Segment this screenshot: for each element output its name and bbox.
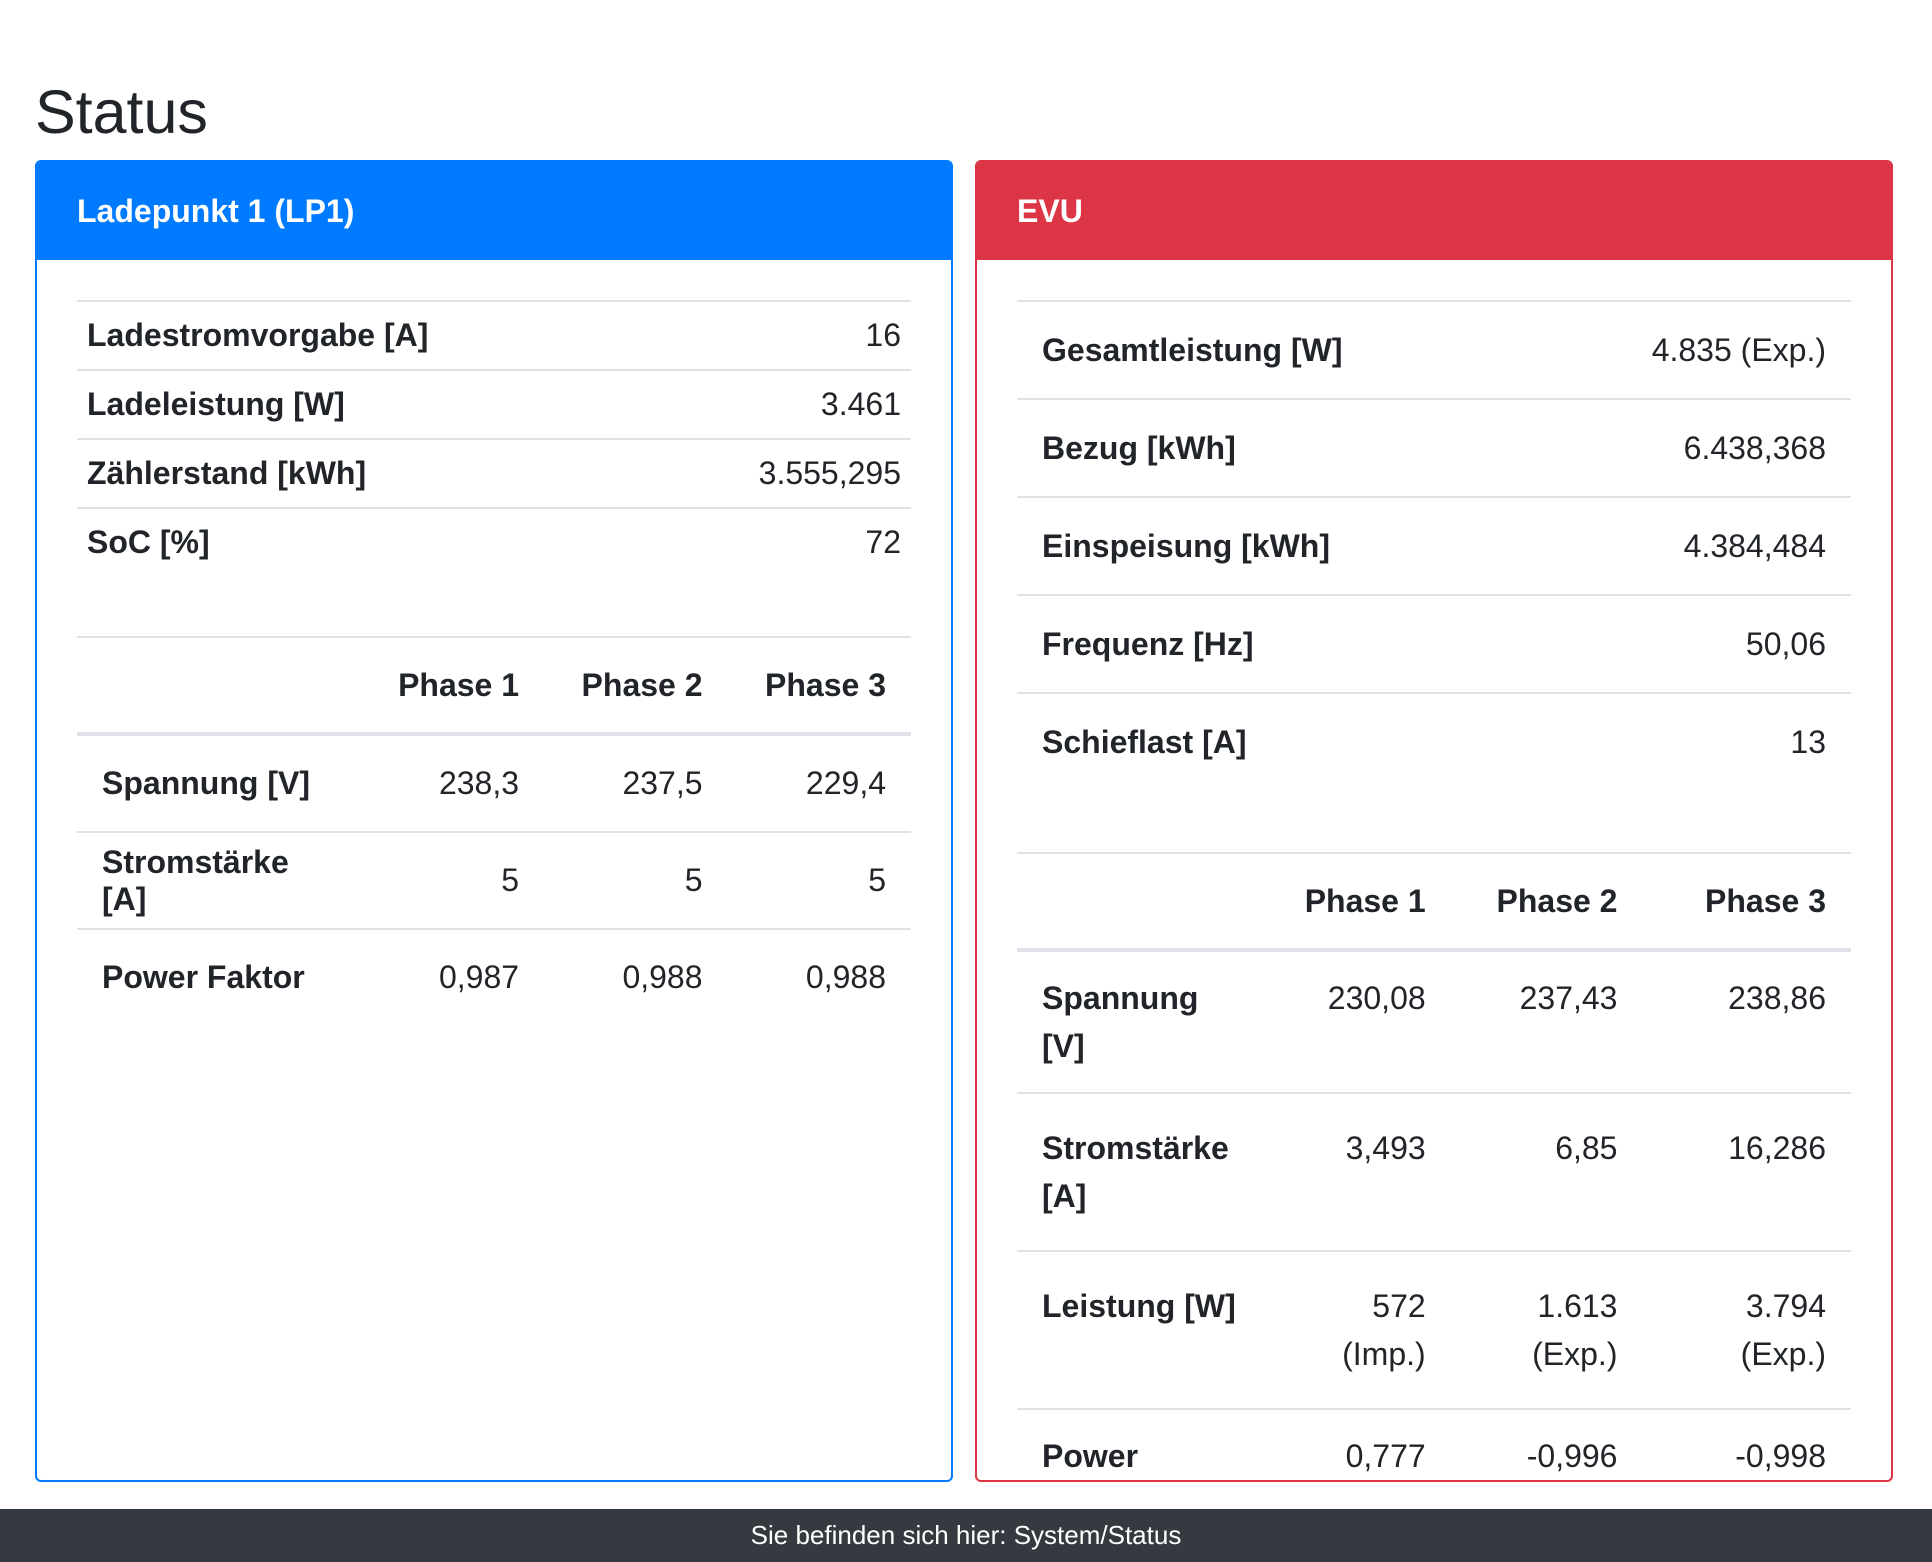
table-row: Stromstärke [A] 3,493 6,85 16,286 — [1017, 1092, 1851, 1251]
ladepunkt-card-header: Ladepunkt 1 (LP1) — [37, 162, 951, 260]
table-row: Frequenz [Hz] 50,06 — [1017, 594, 1851, 693]
summary-value: 16 — [652, 300, 911, 370]
summary-value: 6.438,368 — [1525, 398, 1851, 497]
summary-value: 4.384,484 — [1525, 496, 1851, 595]
summary-label: Einspeisung [kWh] — [1017, 496, 1526, 595]
table-row: Gesamtleistung [W] 4.835 (Exp.) — [1017, 300, 1851, 399]
column-header: Phase 2 — [1450, 852, 1643, 952]
table-row: Power Faktor 0,777 -0,996 -0,998 — [1017, 1408, 1851, 1480]
table-cell: 3,493 — [1267, 1092, 1451, 1251]
summary-label: Ladeleistung [W] — [77, 369, 653, 439]
summary-label: Gesamtleistung [W] — [1017, 300, 1526, 399]
summary-value: 50,06 — [1525, 594, 1851, 693]
table-cell: 6,85 — [1450, 1092, 1643, 1251]
table-row: SoC [%] 72 — [77, 507, 911, 576]
summary-label: Bezug [kWh] — [1017, 398, 1526, 497]
table-cell: 5 — [727, 831, 911, 929]
summary-value: 72 — [652, 507, 911, 576]
table-cell: 0,988 — [544, 928, 728, 1025]
evu-card-header: EVU — [977, 162, 1891, 260]
column-header — [77, 636, 361, 736]
table-row: Ladestromvorgabe [A] 16 — [77, 300, 911, 370]
evu-card: EVU Gesamtleistung [W] 4.835 (Exp.) Bezu… — [975, 160, 1893, 1482]
table-row: Einspeisung [kWh] 4.384,484 — [1017, 496, 1851, 595]
table-cell: 229,4 — [727, 733, 911, 832]
footer-breadcrumb: Sie befinden sich hier: System/Status — [0, 1509, 1932, 1562]
row-label: Power Faktor — [1017, 1408, 1268, 1480]
ladepunkt-summary-table: Ladestromvorgabe [A] 16 Ladeleistung [W]… — [77, 300, 911, 576]
ladepunkt-phase-table: Phase 1 Phase 2 Phase 3 Spannung [V] 238… — [77, 636, 911, 1025]
table-cell: 3.794 (Exp.) — [1642, 1250, 1851, 1409]
table-cell: 0,777 — [1267, 1408, 1451, 1480]
table-cell: 0,987 — [360, 928, 545, 1025]
table-cell: 238,3 — [360, 733, 545, 832]
table-row: Spannung [V] 238,3 237,5 229,4 — [77, 733, 911, 832]
column-header: Phase 2 — [544, 636, 728, 736]
row-label: Leistung [W] — [1017, 1250, 1268, 1409]
table-cell: 237,5 — [544, 733, 728, 832]
table-row: Schieflast [A] 13 — [1017, 692, 1851, 790]
column-header: Phase 3 — [727, 636, 911, 736]
table-row: Ladeleistung [W] 3.461 — [77, 369, 911, 439]
column-header — [1017, 852, 1268, 952]
evu-summary-table: Gesamtleistung [W] 4.835 (Exp.) Bezug [k… — [1017, 300, 1851, 790]
ladepunkt-card-body: Ladestromvorgabe [A] 16 Ladeleistung [W]… — [77, 300, 911, 1025]
summary-label: Frequenz [Hz] — [1017, 594, 1526, 693]
table-cell: -0,996 — [1450, 1408, 1643, 1480]
column-header: Phase 1 — [360, 636, 545, 736]
row-label: Stromstärke [A] — [1017, 1092, 1268, 1251]
ladepunkt-card: Ladepunkt 1 (LP1) Ladestromvorgabe [A] 1… — [35, 160, 953, 1482]
column-header: Phase 1 — [1267, 852, 1451, 952]
table-header-row: Phase 1 Phase 2 Phase 3 — [77, 636, 911, 736]
table-row: Leistung [W] 572 (Imp.) 1.613 (Exp.) 3.7… — [1017, 1250, 1851, 1409]
table-row: Power Faktor 0,987 0,988 0,988 — [77, 928, 911, 1025]
summary-value: 3.461 — [652, 369, 911, 439]
table-row: Spannung [V] 230,08 237,43 238,86 — [1017, 949, 1851, 1093]
row-label: Spannung [V] — [1017, 949, 1268, 1093]
evu-phase-table: Phase 1 Phase 2 Phase 3 Spannung [V] 230… — [1017, 852, 1851, 1480]
table-cell: 5 — [544, 831, 728, 929]
table-cell: 0,988 — [727, 928, 911, 1025]
evu-card-body: Gesamtleistung [W] 4.835 (Exp.) Bezug [k… — [1017, 300, 1851, 1480]
table-row: Stromstärke [A] 5 5 5 — [77, 831, 911, 929]
table-header-row: Phase 1 Phase 2 Phase 3 — [1017, 852, 1851, 952]
row-label: Power Faktor — [77, 928, 361, 1025]
row-label: Stromstärke [A] — [77, 831, 361, 929]
column-header: Phase 3 — [1642, 852, 1851, 952]
summary-label: Zählerstand [kWh] — [77, 438, 653, 508]
table-cell: 238,86 — [1642, 949, 1851, 1093]
table-row: Bezug [kWh] 6.438,368 — [1017, 398, 1851, 497]
row-label: Spannung [V] — [77, 733, 361, 832]
table-cell: 16,286 — [1642, 1092, 1851, 1251]
table-cell: -0,998 — [1642, 1408, 1851, 1480]
table-cell: 1.613 (Exp.) — [1450, 1250, 1643, 1409]
table-cell: 572 (Imp.) — [1267, 1250, 1451, 1409]
summary-value: 3.555,295 — [652, 438, 911, 508]
table-row: Zählerstand [kWh] 3.555,295 — [77, 438, 911, 508]
summary-label: SoC [%] — [77, 507, 653, 576]
table-cell: 237,43 — [1450, 949, 1643, 1093]
summary-value: 13 — [1525, 692, 1851, 790]
summary-value: 4.835 (Exp.) — [1525, 300, 1851, 399]
summary-label: Schieflast [A] — [1017, 692, 1526, 790]
table-cell: 230,08 — [1267, 949, 1451, 1093]
page-title: Status — [35, 78, 208, 146]
table-cell: 5 — [360, 831, 545, 929]
summary-label: Ladestromvorgabe [A] — [77, 300, 653, 370]
